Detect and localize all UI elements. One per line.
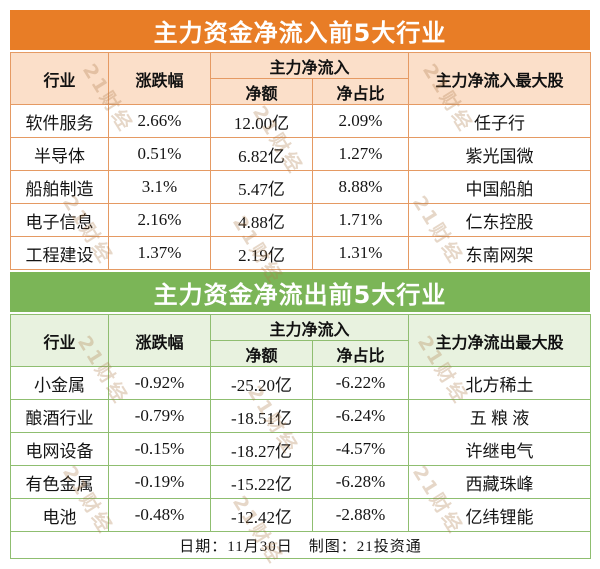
net-ratio-cell: 1.71% [311,203,410,237]
industry-cell: 半导体 [10,137,109,171]
table-row: 有色金属 -0.19% -15.22亿 -6.28% 西藏珠峰 [10,465,592,499]
col-header-industry: 行业 [10,52,109,105]
top-stock-cell: 西藏珠峰 [408,465,592,499]
net-amount-cell: -25.20亿 [210,366,313,400]
top-stock-cell: 亿纬锂能 [408,498,592,532]
industry-cell: 工程建设 [10,236,109,270]
top-stock-cell: 东南网架 [408,236,592,270]
industry-cell: 船舶制造 [10,170,109,204]
net-amount-cell: 4.88亿 [210,203,313,237]
change-cell: 3.1% [108,170,211,204]
net-ratio-cell: -6.28% [311,465,410,499]
col-header-net-inflow-group: 主力净流入 [209,52,410,79]
industry-cell: 电网设备 [10,432,109,466]
col-header-net-amount: 净额 [210,78,313,105]
col-header-net-ratio: 净占比 [311,340,410,367]
inflow-table: 行业 涨跌幅 主力净流入 主力净流入最大股 净额 净占比 软件服务 2.66% … [10,52,592,270]
table-row: 酿酒行业 -0.79% -18.51亿 -6.24% 五 粮 液 [10,399,592,433]
net-amount-cell: -18.51亿 [210,399,313,433]
table-row: 半导体 0.51% 6.82亿 1.27% 紫光国微 [10,137,592,171]
col-header-change: 涨跌幅 [108,314,211,367]
industry-cell: 有色金属 [10,465,109,499]
table-row: 船舶制造 3.1% 5.47亿 8.88% 中国船舶 [10,170,592,204]
table-row: 电子信息 2.16% 4.88亿 1.71% 仁东控股 [10,203,592,237]
outflow-table: 行业 涨跌幅 主力净流入 主力净流出最大股 净额 净占比 小金属 -0.92% … [9,314,592,559]
col-header-industry: 行业 [10,314,109,367]
footer-row: 日期：11月30日 制图：21投资通 [9,531,592,559]
net-ratio-cell: -4.57% [311,432,410,466]
inflow-header-row-2: 净额 净占比 [11,78,591,105]
net-ratio-cell: 1.27% [311,137,410,171]
col-header-change: 涨跌幅 [108,52,211,105]
change-cell: 1.37% [108,236,211,270]
top-stock-cell: 中国船舶 [408,170,592,204]
col-header-top-inflow-stock: 主力净流入最大股 [408,52,592,105]
table-row: 电网设备 -0.15% -18.27亿 -4.57% 许继电气 [10,432,592,466]
net-amount-cell: -12.42亿 [210,498,313,532]
outflow-header-row-1: 行业 涨跌幅 主力净流入 主力净流出最大股 [10,314,592,367]
change-cell: -0.19% [108,465,211,499]
inflow-header-row-1: 行业 涨跌幅 主力净流入 主力净流入最大股 [10,52,592,105]
outflow-section-title: 主力资金净流出前5大行业 [10,272,590,312]
change-cell: -0.48% [108,498,211,532]
top-stock-cell: 五 粮 液 [408,399,592,433]
net-ratio-cell: 2.09% [311,104,410,138]
net-amount-cell: 2.19亿 [210,236,313,270]
tables-frame: 主力资金净流入前5大行业 行业 涨跌幅 主力净流入 主力净流入最大股 净额 净占… [9,10,592,559]
net-amount-cell: 5.47亿 [210,170,313,204]
col-header-net-ratio: 净占比 [311,78,410,105]
table-row: 电池 -0.48% -12.42亿 -2.88% 亿纬锂能 [10,498,592,532]
industry-cell: 小金属 [10,366,109,400]
net-amount-cell: -15.22亿 [210,465,313,499]
top-stock-cell: 仁东控股 [408,203,592,237]
table-row: 小金属 -0.92% -25.20亿 -6.22% 北方稀土 [10,366,592,400]
top-stock-cell: 北方稀土 [408,366,592,400]
net-ratio-cell: 8.88% [311,170,410,204]
change-cell: 2.16% [108,203,211,237]
industry-cell: 电子信息 [10,203,109,237]
industry-cell: 酿酒行业 [10,399,109,433]
net-ratio-cell: -6.22% [311,366,410,400]
table-row: 软件服务 2.66% 12.00亿 2.09% 任子行 [10,104,592,138]
change-cell: 0.51% [108,137,211,171]
top-stock-cell: 任子行 [408,104,592,138]
change-cell: -0.79% [108,399,211,433]
col-header-top-outflow-stock: 主力净流出最大股 [408,314,592,367]
top-stock-cell: 许继电气 [408,432,592,466]
net-ratio-cell: -2.88% [311,498,410,532]
change-cell: -0.92% [108,366,211,400]
date-credit-footer: 日期：11月30日 制图：21投资通 [9,531,592,559]
table-row: 工程建设 1.37% 2.19亿 1.31% 东南网架 [10,236,592,270]
col-header-net-amount: 净额 [210,340,313,367]
top-stock-cell: 紫光国微 [408,137,592,171]
net-amount-cell: 6.82亿 [210,137,313,171]
industry-cell: 电池 [10,498,109,532]
inflow-section-title: 主力资金净流入前5大行业 [10,10,590,50]
change-cell: -0.15% [108,432,211,466]
net-ratio-cell: -6.24% [311,399,410,433]
net-amount-cell: 12.00亿 [210,104,313,138]
col-header-net-inflow-group: 主力净流入 [209,314,410,341]
net-ratio-cell: 1.31% [311,236,410,270]
net-amount-cell: -18.27亿 [210,432,313,466]
change-cell: 2.66% [108,104,211,138]
industry-cell: 软件服务 [10,104,109,138]
